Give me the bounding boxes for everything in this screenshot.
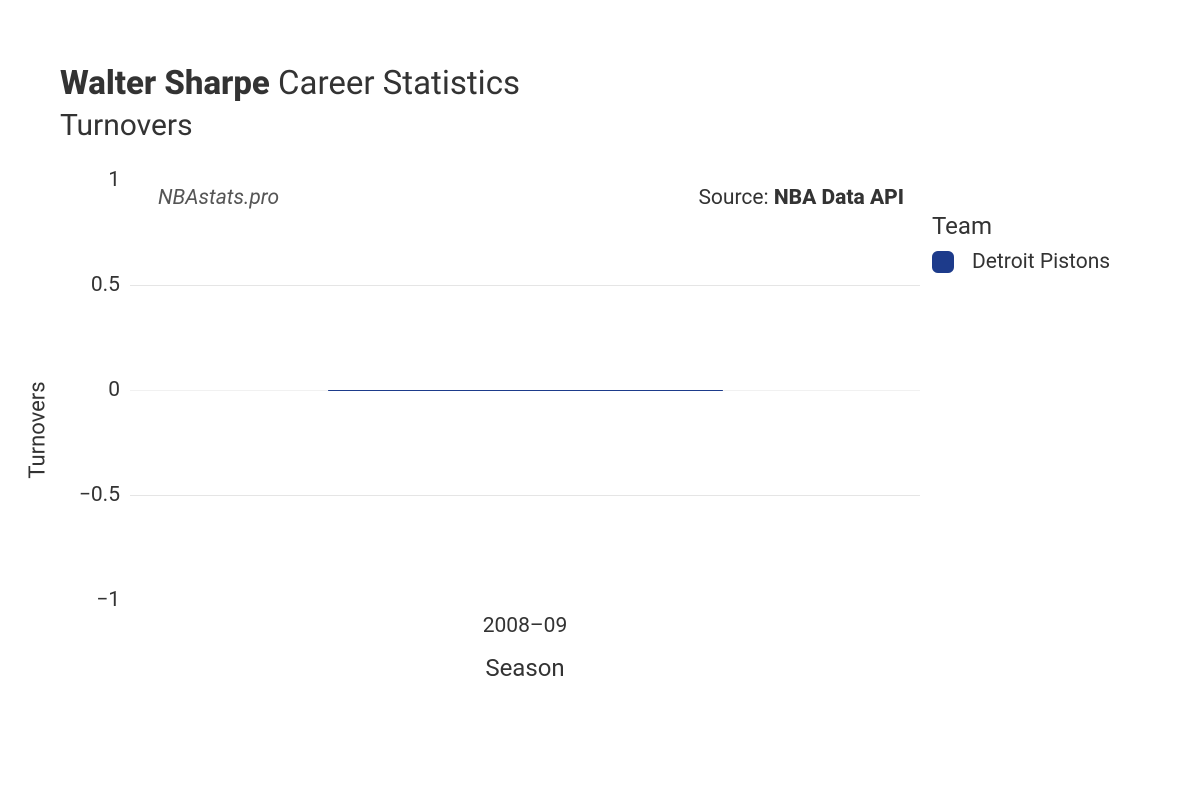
x-axis-title: Season xyxy=(485,654,564,682)
legend-item: Detroit Pistons xyxy=(932,250,1110,274)
chart-title: Walter Sharpe Career Statistics Turnover… xyxy=(60,66,520,143)
y-tick-label: 1 xyxy=(108,168,120,192)
y-axis-title: Turnovers xyxy=(26,381,51,478)
gridline xyxy=(130,495,920,496)
chart-area: Turnovers NBAstats.pro Source: NBA Data … xyxy=(30,170,930,690)
y-tick-label: 0 xyxy=(108,378,120,402)
source-attribution: Source: NBA Data API xyxy=(698,186,904,210)
watermark: NBAstats.pro xyxy=(158,186,279,210)
gridline xyxy=(130,180,920,181)
legend-swatch xyxy=(932,251,954,273)
legend-label: Detroit Pistons xyxy=(972,250,1110,274)
title-subtitle: Turnovers xyxy=(60,108,520,143)
x-tick-label: 2008–09 xyxy=(483,614,568,638)
title-line-1: Walter Sharpe Career Statistics xyxy=(60,66,520,102)
plot-area: NBAstats.pro Source: NBA Data API Season… xyxy=(130,180,920,600)
y-tick-label: −0.5 xyxy=(79,483,120,507)
y-tick-label: 0.5 xyxy=(91,273,120,297)
legend: Team Detroit Pistons xyxy=(932,212,1110,274)
y-tick-label: −1 xyxy=(96,588,120,612)
title-suffix: Career Statistics xyxy=(270,64,520,103)
bar xyxy=(328,390,723,391)
source-name: NBA Data API xyxy=(774,186,904,210)
player-name: Walter Sharpe xyxy=(60,64,270,103)
legend-title: Team xyxy=(932,212,1110,240)
gridline xyxy=(130,600,920,601)
gridline xyxy=(130,285,920,286)
source-prefix: Source: xyxy=(698,186,773,210)
